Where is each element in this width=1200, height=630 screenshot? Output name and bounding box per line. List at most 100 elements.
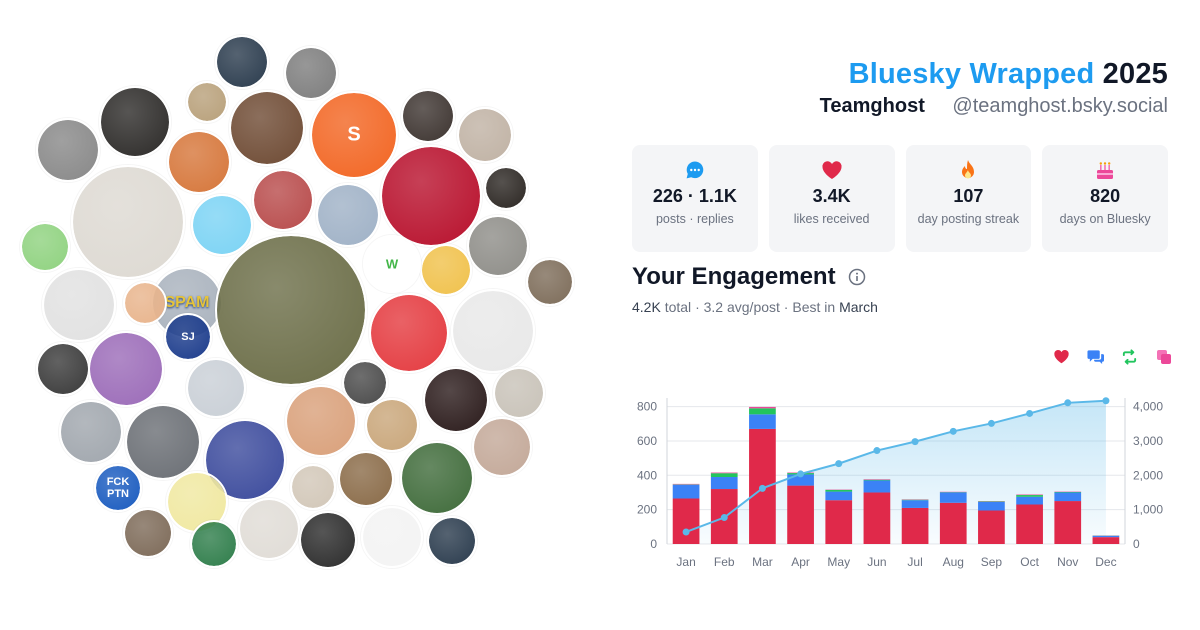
engagement-average: 3.2 avg/post — [703, 299, 780, 315]
avatar-label: SJ — [181, 331, 195, 343]
person-photo — [101, 88, 169, 156]
best-month: March — [839, 299, 878, 315]
avatar — [365, 398, 419, 452]
avatar — [369, 293, 449, 373]
y-left-tick-label: 600 — [637, 434, 657, 448]
emoji-face — [125, 283, 165, 323]
avatar-label: SPAM — [164, 294, 210, 311]
bar-series-reposts — [978, 501, 1005, 502]
separator: · — [783, 299, 789, 315]
avatar — [361, 506, 423, 568]
avatar — [484, 166, 528, 210]
avatar — [526, 258, 574, 306]
bar-series-likes — [1092, 537, 1120, 544]
avatar — [285, 385, 357, 457]
bar-series-quotes — [710, 472, 738, 474]
engagement-total-word: total — [664, 299, 692, 315]
y-left-tick-label: 0 — [650, 537, 657, 551]
bar-series-likes — [1054, 501, 1082, 544]
person-photo — [459, 109, 511, 161]
avatar — [186, 358, 246, 418]
stat-label: posts · replies — [655, 212, 734, 226]
bar-series-likes — [672, 498, 700, 544]
stat-label: days on Bluesky — [1059, 212, 1151, 226]
game-art — [402, 443, 472, 513]
bird — [287, 387, 355, 455]
photo — [240, 500, 298, 558]
cumulative-point — [758, 484, 766, 492]
y-left-tick-label: 800 — [637, 400, 657, 414]
stats-row: 226 · 1.1K posts · replies 3.4K likes re… — [632, 145, 1168, 252]
y-right-tick-label: 0 — [1133, 537, 1140, 551]
person-photo — [254, 171, 312, 229]
avatar — [215, 234, 367, 386]
x-tick-label: Jan — [676, 555, 695, 569]
person-photo — [528, 260, 572, 304]
person-photo — [292, 466, 334, 508]
mask — [486, 168, 526, 208]
photo — [469, 217, 527, 275]
bar-series-quotes — [749, 406, 776, 409]
repost-icon[interactable] — [1121, 348, 1138, 365]
bar-series-quotes — [1016, 494, 1043, 496]
stat-value: 820 — [1090, 186, 1121, 206]
artwork — [425, 369, 487, 431]
person-photo — [217, 37, 267, 87]
avatar — [252, 169, 314, 231]
y-right-tick-label: 3,000 — [1133, 434, 1163, 448]
bar-series-replies — [978, 501, 1005, 511]
cartoon — [90, 333, 162, 405]
person-photo — [318, 185, 378, 245]
avatar — [99, 86, 171, 158]
person-photo — [125, 510, 171, 556]
avatar-label: W — [385, 256, 399, 272]
avatar — [316, 183, 380, 247]
stat-card-posts: 226 · 1.1K posts · replies — [632, 145, 758, 252]
cumulative-point — [873, 447, 881, 455]
engagement-title: Your Engagement — [632, 263, 836, 290]
avatar — [400, 441, 474, 515]
avatar-label: FCK PTN — [106, 476, 130, 500]
bar-series-likes — [825, 500, 853, 544]
avatar — [186, 81, 228, 123]
cumulative-point — [949, 427, 957, 435]
stat-label: likes received — [793, 212, 870, 226]
stat-card-streak: 107 day posting streak — [905, 145, 1032, 252]
user-handle: @teamghost.bsky.social — [952, 95, 1168, 117]
avatar — [457, 107, 513, 163]
engagement-summary: 4.2K total · 3.2 avg/post · Best in Marc… — [632, 299, 878, 315]
user-identity: Teamghost @teamghost.bsky.social — [820, 95, 1168, 118]
cumulative-point — [720, 514, 728, 522]
person-photo — [38, 344, 88, 394]
x-tick-label: Sep — [981, 555, 1003, 569]
heart-icon[interactable] — [1053, 348, 1070, 365]
y-right-tick-label: 1,000 — [1133, 503, 1163, 517]
page-title: Bluesky Wrapped 2025 — [849, 58, 1168, 91]
cumulative-point — [1102, 397, 1110, 405]
person-photo — [127, 406, 199, 478]
person-photo — [188, 360, 244, 416]
y-right-tick-label: 4,000 — [1133, 400, 1163, 414]
avatar — [191, 194, 253, 256]
avatar — [401, 89, 455, 143]
bar-series-likes — [787, 485, 814, 544]
quote-icon[interactable] — [1155, 348, 1172, 365]
x-tick-label: May — [827, 555, 850, 569]
bar-series-replies — [1016, 496, 1043, 505]
avatar — [427, 516, 477, 566]
stat-card-days: 820 days on Bluesky — [1042, 145, 1168, 252]
cumulative-line — [685, 399, 1106, 533]
separator: · — [695, 299, 700, 315]
bear — [44, 270, 114, 340]
bar-series-replies — [825, 491, 853, 501]
bar-series-reposts — [901, 499, 929, 501]
person-photo — [231, 92, 303, 164]
logo — [166, 315, 210, 359]
person-photo — [61, 402, 121, 462]
reply-icon[interactable] — [1087, 348, 1104, 365]
avatar — [123, 508, 173, 558]
bar-series-reposts — [1054, 491, 1082, 493]
display-name: Teamghost — [819, 95, 925, 117]
info-icon[interactable] — [848, 268, 866, 286]
x-tick-label: Jun — [867, 555, 886, 569]
